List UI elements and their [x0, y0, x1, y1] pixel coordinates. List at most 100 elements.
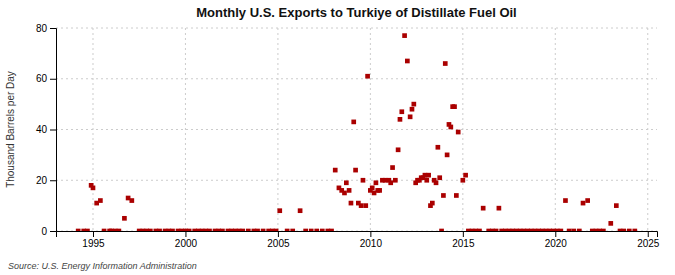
tick-label: 40 — [36, 124, 48, 135]
grid-line — [56, 78, 657, 79]
y-axis-label: Thousand Barrels per Day — [5, 71, 16, 188]
source: Source: U.S. Energy Information Administ… — [8, 261, 197, 271]
grid-line — [56, 129, 657, 130]
point — [361, 178, 366, 183]
point — [388, 180, 393, 185]
point — [344, 180, 349, 185]
point — [148, 229, 153, 231]
point — [494, 229, 499, 231]
point — [411, 102, 416, 107]
point — [347, 188, 352, 193]
point — [402, 33, 407, 38]
tick-mark — [278, 231, 279, 237]
point — [298, 208, 303, 213]
tick-label: 80 — [36, 23, 48, 34]
point — [320, 229, 325, 231]
tick-label: 2005 — [267, 238, 290, 249]
point — [393, 178, 398, 183]
grid-line — [56, 28, 657, 29]
point — [333, 168, 338, 173]
tick-label: 2020 — [545, 238, 568, 249]
point — [76, 229, 81, 231]
point — [439, 229, 444, 231]
point — [157, 229, 162, 231]
grid-line — [92, 28, 93, 231]
point — [621, 229, 626, 231]
point — [558, 229, 563, 231]
tick-label: 2000 — [175, 238, 198, 249]
point — [434, 180, 439, 185]
tick-label: 0 — [41, 226, 47, 237]
point — [370, 186, 375, 191]
point — [481, 206, 486, 211]
point — [563, 198, 568, 203]
point — [448, 125, 453, 130]
point — [342, 191, 347, 196]
point — [445, 153, 450, 158]
tick-label: 2025 — [637, 238, 660, 249]
tick: 20 — [36, 175, 56, 186]
point — [314, 229, 319, 231]
point — [436, 145, 441, 150]
tick-mark — [555, 231, 556, 237]
grid-line — [185, 28, 186, 231]
point — [261, 229, 266, 231]
grid — [56, 28, 657, 231]
point — [309, 229, 314, 231]
point — [614, 203, 619, 208]
y-axis: 0 20 40 60 80 — [36, 23, 57, 237]
tick-mark — [50, 231, 56, 232]
point — [567, 229, 572, 231]
point — [408, 114, 413, 119]
point — [632, 229, 637, 231]
tick: 2010 — [360, 231, 383, 249]
point — [437, 175, 442, 180]
point — [207, 229, 212, 231]
tick: 80 — [36, 23, 56, 34]
tick-mark — [50, 28, 56, 29]
point — [571, 229, 576, 231]
point — [98, 198, 103, 203]
tick-mark — [370, 231, 371, 237]
point — [477, 229, 482, 231]
tick: 2000 — [175, 231, 198, 249]
point — [277, 208, 282, 213]
point — [353, 168, 358, 173]
tick: 2025 — [637, 231, 660, 249]
point — [246, 229, 251, 231]
point — [399, 109, 404, 114]
point — [410, 107, 415, 112]
points — [76, 33, 637, 231]
grid-line — [370, 28, 371, 231]
tick: 60 — [36, 73, 56, 84]
tick: 40 — [36, 124, 56, 135]
point — [601, 229, 606, 231]
grid-line — [555, 28, 556, 231]
point — [581, 201, 586, 206]
grid-line — [56, 180, 657, 181]
point — [390, 165, 395, 170]
point — [102, 229, 107, 231]
grid-line — [277, 28, 278, 231]
point — [122, 216, 127, 221]
point — [329, 229, 334, 231]
point — [454, 193, 459, 198]
point — [577, 229, 582, 231]
x-axis: 1995200020052010201520202025 — [57, 231, 660, 249]
point — [351, 120, 356, 125]
point — [441, 193, 446, 198]
tick-mark — [50, 130, 56, 131]
grid-line — [647, 28, 648, 231]
point — [117, 229, 122, 231]
point — [627, 229, 632, 231]
grid-line — [462, 28, 463, 231]
point — [220, 229, 225, 231]
tick: 1995 — [82, 231, 105, 249]
point — [187, 229, 192, 231]
point — [285, 229, 290, 231]
tick-mark — [50, 79, 56, 80]
title: Monthly U.S. Exports to Turkiye of Disti… — [196, 5, 516, 20]
tick-mark — [648, 231, 649, 237]
point — [460, 178, 465, 183]
point — [377, 188, 382, 193]
